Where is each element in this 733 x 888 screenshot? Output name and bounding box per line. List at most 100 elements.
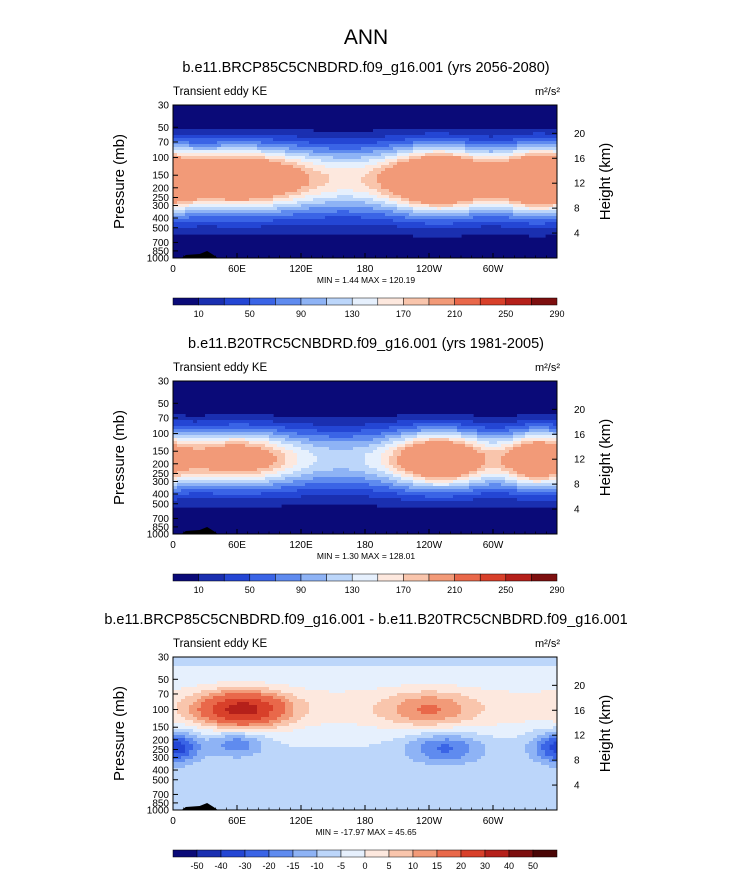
contour-fill — [193, 729, 214, 733]
contour-fill — [173, 144, 190, 148]
contour-fill — [389, 189, 557, 193]
contour-fill — [397, 693, 462, 697]
contour-fill — [273, 198, 294, 202]
x-tick-label: 120W — [416, 816, 443, 827]
contour-fill — [421, 747, 438, 751]
contour-fill — [529, 741, 538, 745]
y-tick-label: 30 — [158, 377, 170, 388]
colorbar-label: 210 — [447, 585, 462, 595]
contour-fill — [305, 165, 326, 169]
contour-fill — [185, 696, 202, 700]
contour-fill — [173, 456, 278, 460]
colorbar-label: 90 — [296, 309, 306, 319]
contour-fill — [173, 657, 557, 661]
contour-fill — [181, 474, 266, 478]
contour-fill — [257, 711, 270, 715]
colorbar-swatch — [326, 297, 353, 306]
contour-fill — [177, 483, 274, 487]
contour-fill — [205, 720, 218, 724]
contour-fill — [173, 669, 557, 673]
contour-fill — [377, 195, 390, 199]
contour-fill — [389, 426, 418, 430]
contour-fill — [465, 144, 518, 148]
contour-fill — [469, 153, 514, 157]
contour-fill — [461, 435, 478, 439]
contour-fill — [285, 468, 302, 472]
contour-fill — [305, 483, 370, 487]
contour-fill — [369, 744, 406, 748]
contour-fill — [301, 186, 318, 190]
contour-fill — [429, 204, 454, 208]
contour-fill — [309, 438, 374, 442]
contour-fill — [469, 744, 486, 748]
contour-fill — [389, 486, 410, 490]
contour-fill — [365, 183, 382, 187]
contour-fill — [293, 471, 314, 475]
contour-fill — [481, 711, 557, 715]
contour-fill — [381, 699, 406, 703]
contour-fill — [385, 450, 394, 454]
colorbar-label: 130 — [345, 585, 360, 595]
contour-fill — [173, 420, 194, 424]
contour-fill — [173, 726, 198, 730]
contour-fill — [261, 150, 286, 154]
contour-fill — [321, 192, 370, 196]
contour-fill — [201, 744, 222, 748]
colorbar-swatch — [531, 573, 558, 582]
contour-fill — [421, 696, 438, 700]
colorbar-swatch — [172, 297, 199, 306]
contour-fill — [525, 153, 557, 157]
contour-fill — [321, 723, 358, 727]
contour-fill — [173, 414, 186, 418]
contour-fill — [269, 438, 286, 442]
contour-fill — [397, 480, 414, 484]
contour-fill — [405, 138, 470, 142]
contour-fill — [517, 498, 557, 502]
contour-fill — [269, 687, 306, 691]
contour-fill — [185, 207, 278, 211]
contour-fill — [489, 483, 502, 487]
contour-fill — [513, 447, 557, 451]
contour-fill — [181, 756, 194, 760]
colorbar-swatch — [292, 849, 318, 858]
contour-fill — [225, 444, 246, 448]
contour-fill — [529, 222, 546, 226]
contour-fill — [189, 750, 198, 754]
y-tick-label: 250 — [152, 469, 169, 480]
contour-fill — [301, 192, 322, 196]
contour-fill — [401, 465, 482, 469]
colorbar-swatch — [351, 573, 379, 582]
contour-fill — [173, 693, 194, 697]
contour-fill — [413, 147, 466, 151]
y2-tick-label: 4 — [574, 229, 580, 240]
colorbar-label: 170 — [396, 585, 411, 595]
contour-fill — [453, 204, 470, 208]
x-tick-label: 60W — [483, 540, 504, 551]
contour-fill — [173, 678, 557, 682]
contour-fill — [365, 423, 414, 427]
contour-fill — [301, 447, 330, 451]
contour-fill — [269, 714, 282, 718]
contour-fill — [277, 717, 290, 721]
contour-fill — [409, 756, 430, 760]
contour-fill — [393, 471, 406, 475]
contour-fill — [505, 447, 514, 451]
contour-fill — [193, 744, 202, 748]
contour-fill — [173, 198, 198, 202]
contour-fill — [529, 426, 550, 430]
contour-fill — [261, 750, 406, 754]
contour-fill — [513, 468, 557, 472]
contour-fill — [549, 735, 557, 739]
contour-fill — [197, 735, 226, 739]
contour-fill — [517, 489, 557, 493]
contour-fill — [285, 447, 302, 451]
contour-fill — [329, 180, 362, 184]
panel-left-label: Transient eddy KE — [173, 362, 268, 374]
contour-fill — [369, 495, 426, 499]
contour-fill — [501, 456, 557, 460]
contour-fill — [417, 738, 446, 742]
contour-fill — [173, 786, 557, 790]
contour-fill — [217, 687, 270, 691]
contour-fill — [281, 486, 390, 490]
contour-fill — [433, 150, 446, 154]
